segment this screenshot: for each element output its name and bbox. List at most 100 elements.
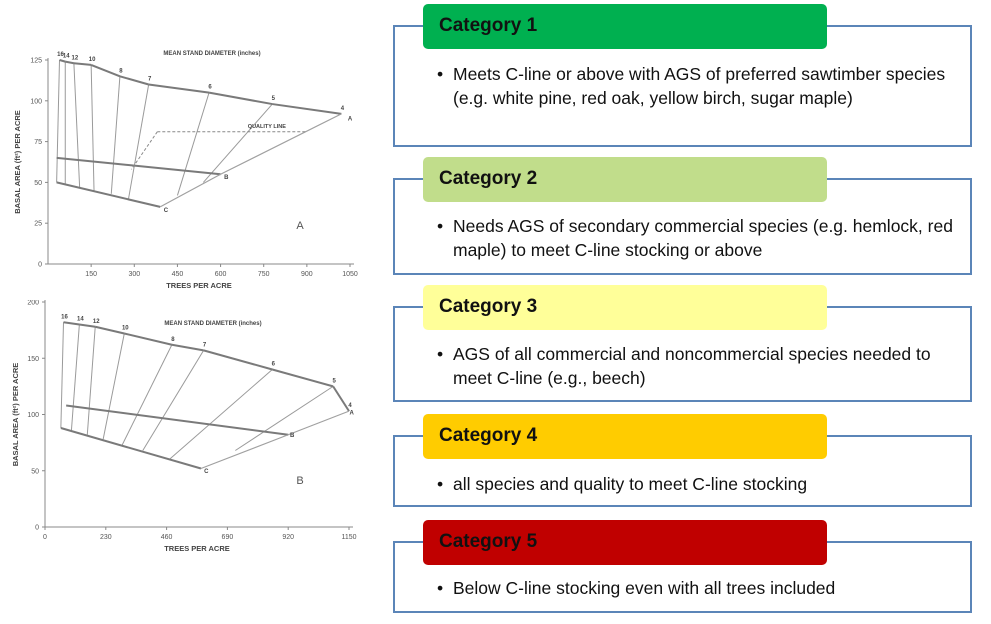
y-tick-label: 125 [30, 58, 42, 65]
diameter-line [56, 59, 61, 183]
diameter-label: 16 [57, 52, 64, 58]
b-to-a-connector [287, 410, 350, 436]
y-tick-label: 0 [38, 262, 42, 269]
a-line-segment [203, 349, 273, 371]
x-tick-label: 600 [215, 271, 227, 278]
end-label-b: B [224, 175, 229, 181]
quality-line-label: QUALITY LINE [248, 124, 286, 130]
category-4-header: Category 4 [423, 414, 827, 459]
stocking-chart-a: 150 300 450 600 750 900 10500255075100125TREES… [0, 0, 375, 300]
y-tick-label: 100 [30, 98, 42, 105]
diameter-label: 10 [122, 326, 129, 332]
quality-line-drop [130, 131, 158, 170]
x-tick-label: 450 [172, 271, 184, 278]
diameter-label: 10 [89, 57, 96, 63]
y-tick-label: 75 [34, 139, 42, 146]
a-line-segment [272, 368, 334, 388]
end-label-a: A [348, 116, 353, 122]
a-line-segment [148, 83, 210, 94]
end-label-c: C [204, 469, 209, 475]
category-1-text: Meets C-line or above with AGS of prefer… [437, 62, 957, 110]
category-5-description: Below C-line stocking even with all tree… [437, 576, 957, 600]
a-line-segment [73, 62, 92, 66]
diameter-line [168, 369, 273, 460]
end-label-c: C [164, 208, 169, 214]
diameter-line [70, 324, 80, 431]
diameter-line [90, 64, 95, 191]
y-tick-label: 25 [34, 221, 42, 228]
y-tick-label: 50 [34, 180, 42, 187]
category-3-description: AGS of all commercial and noncommercial … [437, 342, 957, 390]
y-tick-label: 200 [27, 300, 39, 307]
x-tick-label: 0 [43, 534, 47, 541]
diameter-line [110, 76, 121, 194]
diameter-label: 12 [93, 319, 100, 325]
diameter-line [102, 333, 125, 440]
panel-label: B [296, 475, 303, 487]
diameter-line [142, 350, 205, 451]
y-axis-label: BASAL AREA (ft²) PER ACRE [11, 363, 20, 467]
a-line-segment [124, 332, 173, 346]
a-line-segment [65, 60, 75, 65]
diameter-label: 4 [348, 403, 352, 409]
x-tick-label: 230 [100, 534, 112, 541]
diameter-line [235, 385, 334, 451]
x-tick-label: 1150 [341, 534, 356, 541]
b-to-a-connector [220, 113, 342, 175]
diameter-line [60, 322, 65, 429]
end-label-b: B [290, 433, 295, 439]
c-line [56, 181, 161, 208]
diameter-line [86, 326, 96, 435]
category-4-description: all species and quality to meet C-line s… [437, 472, 957, 496]
a-line-segment [59, 59, 66, 63]
a-line-segment [272, 103, 342, 115]
stocking-chart-b: 0 230 460 690 920 1150 0 50 100 150 200 TREES PER A… [0, 300, 375, 624]
x-tick-label: 150 [85, 271, 97, 278]
diameter-line [73, 63, 81, 188]
diameter-label: 14 [63, 54, 70, 60]
diameter-label: 6 [208, 85, 212, 91]
a-line-segment [171, 343, 204, 352]
x-tick-label: 690 [222, 534, 234, 541]
diameter-line [202, 103, 273, 183]
diameter-label: 16 [61, 314, 68, 320]
category-1-header: Category 1 [423, 4, 827, 49]
diameter-label: 4 [341, 106, 345, 112]
b-line [66, 404, 289, 436]
diameter-line [121, 344, 173, 447]
x-tick-label: 300 [128, 271, 140, 278]
a-line-segment [119, 75, 149, 86]
a-line-segment [208, 91, 273, 106]
x-axis-label: TREES PER ACRE [166, 281, 232, 290]
end-label-a: A [349, 411, 354, 417]
y-tick-label: 0 [35, 525, 39, 532]
x-axis-label: TREES PER ACRE [164, 544, 230, 553]
category-2-description: Needs AGS of secondary commercial specie… [437, 214, 957, 262]
category-2-text: Needs AGS of secondary commercial specie… [437, 214, 957, 262]
a-line-segment [79, 323, 96, 328]
diameter-label: 8 [119, 68, 123, 74]
chart-title: MEAN STAND DIAMETER (inches) [163, 51, 260, 57]
category-3-text: AGS of all commercial and noncommercial … [437, 342, 957, 390]
diameter-label: 5 [332, 378, 336, 384]
category-5-header: Category 5 [423, 520, 827, 565]
a-line-segment [90, 63, 121, 78]
y-tick-label: 50 [31, 468, 39, 475]
diameter-label: 6 [272, 362, 276, 368]
x-tick-label: 1050 [342, 271, 358, 278]
x-tick-label: 920 [282, 534, 294, 541]
diameter-label: 5 [272, 96, 276, 102]
c-to-b-connector [159, 173, 221, 208]
c-line [60, 427, 202, 470]
a-line-segment [63, 321, 80, 326]
panel-label: A [296, 220, 304, 232]
category-5-text: Below C-line stocking even with all tree… [437, 576, 957, 600]
category-2-header: Category 2 [423, 157, 827, 202]
b-line [56, 156, 221, 176]
y-axis-label: BASAL AREA (ft²) PER ACRE [13, 110, 22, 214]
category-4-text: all species and quality to meet C-line s… [437, 472, 957, 496]
x-tick-label: 750 [258, 271, 270, 278]
diameter-line [176, 92, 210, 196]
diameter-label: 12 [72, 55, 79, 61]
x-tick-label: 460 [161, 534, 173, 541]
